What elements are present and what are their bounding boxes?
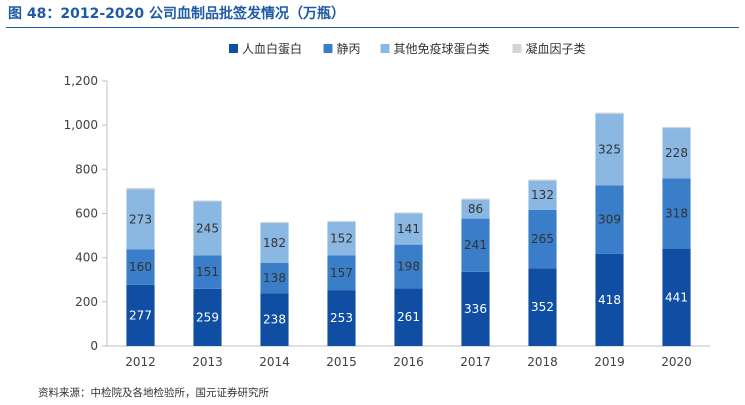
data-label: 253 xyxy=(330,311,353,325)
bar-segment xyxy=(528,180,557,210)
legend-swatch xyxy=(512,44,522,53)
data-label: 441 xyxy=(665,290,688,304)
legend-label: 静丙 xyxy=(337,42,361,56)
bar-segment xyxy=(260,293,289,346)
x-tick-label: 2016 xyxy=(393,355,424,369)
y-tick-label: 600 xyxy=(75,207,98,221)
data-label: 261 xyxy=(397,310,420,324)
chart-title: 图 48：2012-2020 公司血制品批签发情况（万瓶） xyxy=(8,6,345,22)
bar-segment xyxy=(394,213,423,245)
data-label: 336 xyxy=(464,302,487,316)
bar-segment xyxy=(662,178,691,249)
bar-segment xyxy=(595,253,624,346)
legend-label: 其他免疫球蛋白类 xyxy=(394,41,490,56)
legend-label: 人血白蛋白 xyxy=(242,41,302,56)
data-label: 86 xyxy=(468,202,483,216)
data-label: 418 xyxy=(598,293,621,307)
source-note: 资料来源：中检院及各地检验所，国元证券研究所 xyxy=(38,387,269,399)
bar-segment xyxy=(461,199,490,219)
bar-segment xyxy=(461,218,490,272)
data-label: 241 xyxy=(464,238,487,252)
x-tick-label: 2017 xyxy=(460,355,491,369)
x-tick-label: 2013 xyxy=(192,355,223,369)
data-label: 141 xyxy=(397,222,420,236)
bar-segment xyxy=(662,128,691,179)
bar-segment xyxy=(528,179,557,181)
bar-segment xyxy=(394,244,423,289)
y-tick-label: 1,200 xyxy=(64,74,98,88)
data-label: 277 xyxy=(129,308,152,322)
title-divider xyxy=(6,27,739,28)
data-label: 265 xyxy=(531,232,554,246)
data-label: 259 xyxy=(196,310,219,324)
data-label: 151 xyxy=(196,265,219,279)
y-tick-label: 400 xyxy=(75,251,98,265)
bar-segment xyxy=(461,198,490,200)
bar-segment xyxy=(260,222,289,263)
bar-segment xyxy=(126,187,155,190)
legend-swatch xyxy=(229,44,238,53)
data-label: 132 xyxy=(531,188,554,202)
data-label: 318 xyxy=(665,207,688,221)
y-tick-label: 200 xyxy=(75,295,98,309)
bar-segment xyxy=(126,284,155,346)
bar-segment xyxy=(595,112,624,114)
data-label: 325 xyxy=(598,143,621,157)
x-tick-label: 2019 xyxy=(594,355,625,369)
bar-segment xyxy=(260,262,289,294)
bar-segment xyxy=(193,288,222,346)
data-label: 182 xyxy=(263,236,286,250)
data-label: 228 xyxy=(665,146,688,160)
legend-swatch xyxy=(380,44,390,53)
bar-segment xyxy=(461,271,490,346)
data-label: 245 xyxy=(196,221,219,235)
x-axis: 2012 2013 2014 2015 2016 2017 2018 2019 2020 xyxy=(107,345,710,369)
bar-segment xyxy=(528,209,557,269)
bar-segment xyxy=(662,126,691,129)
x-tick-label: 2015 xyxy=(326,355,357,369)
bar-segment xyxy=(193,200,222,202)
data-label: 198 xyxy=(397,260,420,274)
bar-segment xyxy=(126,249,155,285)
bar-segment xyxy=(595,185,624,254)
bar-segment xyxy=(193,255,222,289)
bar-segment xyxy=(327,221,356,256)
legend-label: 凝血因子类 xyxy=(526,41,586,56)
data-label: 309 xyxy=(598,213,621,227)
x-tick-label: 2014 xyxy=(259,355,290,369)
data-label: 273 xyxy=(129,212,152,226)
y-tick-label: 800 xyxy=(75,162,98,176)
x-tick-label: 2018 xyxy=(527,355,558,369)
bar-segment xyxy=(327,220,356,222)
data-label: 152 xyxy=(330,232,353,246)
data-labels: 277 160 273 259 151 245 238 138 182 253 157 152 261 1… xyxy=(129,143,688,327)
data-label: 238 xyxy=(263,313,286,327)
x-tick-label: 2020 xyxy=(661,355,692,369)
legend-swatch xyxy=(323,44,333,53)
data-label: 138 xyxy=(263,271,286,285)
bar-segment xyxy=(327,290,356,346)
bar-segment xyxy=(528,268,557,346)
bar-segment xyxy=(260,221,289,223)
bar-segment xyxy=(327,255,356,291)
data-label: 160 xyxy=(129,260,152,274)
bar-segment xyxy=(193,201,222,256)
data-label: 157 xyxy=(330,266,353,280)
bars xyxy=(126,112,691,346)
data-label: 352 xyxy=(531,300,554,314)
bar-segment xyxy=(126,189,155,250)
bar-segment xyxy=(394,288,423,346)
y-axis: 0 200 400 600 800 1,000 1,200 xyxy=(64,74,108,353)
bar-segment xyxy=(595,113,624,186)
bar-segment xyxy=(662,248,691,346)
x-tick-label: 2012 xyxy=(125,355,156,369)
bar-segment xyxy=(394,212,423,214)
y-tick-label: 1,000 xyxy=(64,118,98,132)
y-tick-label: 0 xyxy=(90,339,98,353)
legend: 人血白蛋白 静丙 其他免疫球蛋白类 凝血因子类 xyxy=(229,41,586,56)
stacked-bar-chart: 人血白蛋白 静丙 其他免疫球蛋白类 凝血因子类 0 200 400 600 800 1,000 1… xyxy=(64,41,710,369)
